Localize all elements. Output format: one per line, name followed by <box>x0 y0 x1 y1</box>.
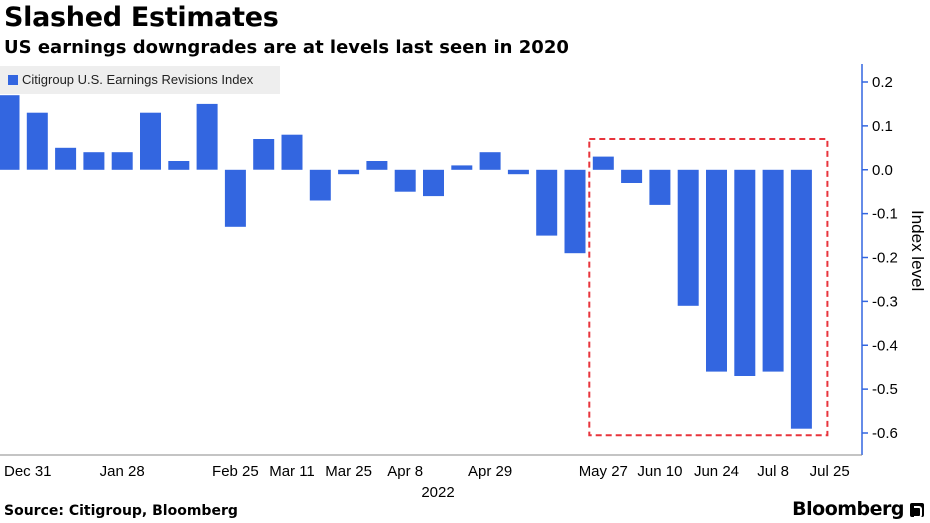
bar-0 <box>0 95 20 170</box>
bar-20 <box>564 169 586 254</box>
bar-7 <box>196 103 218 170</box>
y-tick-label-0: 0.2 <box>872 74 893 91</box>
bar-25 <box>706 169 727 372</box>
bloomberg-logo: Bloomberg <box>792 498 904 520</box>
y-tick-label-8: -0.6 <box>872 425 898 442</box>
x-tick-label-10: Jul 8 <box>757 463 789 480</box>
bar-12 <box>338 169 360 175</box>
x-tick-label-1: Jan 28 <box>100 463 145 480</box>
bar-24 <box>677 169 699 306</box>
bar-16 <box>451 165 473 170</box>
chart-subtitle: US earnings downgrades are at levels las… <box>4 37 569 58</box>
chart-title: Slashed Estimates <box>4 2 279 33</box>
bar-3 <box>83 152 105 170</box>
bar-17 <box>479 152 501 170</box>
y-tick-label-1: 0.1 <box>872 118 893 135</box>
y-tick-label-2: 0.0 <box>872 162 893 179</box>
bar-11 <box>309 169 331 201</box>
bar-1 <box>26 112 48 170</box>
source-note: Source: Citigroup, Bloomberg <box>4 503 238 519</box>
legend-label: Citigroup U.S. Earnings Revisions Index <box>22 72 254 87</box>
x-year-label: 2022 <box>421 484 454 501</box>
x-tick-label-11: Jul 25 <box>810 463 850 480</box>
x-tick-label-2: Feb 25 <box>212 463 259 480</box>
bar-4 <box>111 152 133 170</box>
bar-10 <box>281 134 303 170</box>
bar-22 <box>621 169 643 183</box>
highlight-box <box>588 138 829 437</box>
bar-5 <box>140 112 161 170</box>
bar-28 <box>790 169 812 429</box>
x-tick-label-0: Dec 31 <box>4 463 52 480</box>
y-axis-title: Index level <box>908 210 927 291</box>
legend-swatch <box>8 75 18 85</box>
x-tick-label-9: Jun 24 <box>694 463 739 480</box>
bar-2 <box>55 147 77 170</box>
bar-8 <box>224 169 246 227</box>
y-tick-label-5: -0.3 <box>872 293 898 310</box>
y-tick-label-7: -0.5 <box>872 381 898 398</box>
x-tick-label-5: Apr 8 <box>387 463 423 480</box>
y-tick-label-3: -0.1 <box>872 206 898 223</box>
bar-23 <box>649 169 671 205</box>
bar-15 <box>423 169 444 197</box>
x-tick-label-4: Mar 25 <box>325 463 372 480</box>
bar-27 <box>762 169 784 372</box>
y-tick-label-6: -0.4 <box>872 337 898 354</box>
bar-13 <box>366 161 388 170</box>
bar-19 <box>536 169 558 236</box>
bar-9 <box>253 139 275 170</box>
bloomberg-b-icon <box>910 503 924 518</box>
bar-6 <box>168 161 190 170</box>
y-tick-label-4: -0.2 <box>872 250 898 267</box>
bar-21 <box>592 156 614 170</box>
bar-14 <box>394 169 416 192</box>
bar-18 <box>507 169 529 175</box>
x-tick-label-3: Mar 11 <box>269 463 315 480</box>
x-tick-label-8: Jun 10 <box>637 463 682 480</box>
x-tick-label-7: May 27 <box>579 463 628 480</box>
bar-26 <box>734 169 756 376</box>
x-tick-label-6: Apr 29 <box>468 463 512 480</box>
legend: Citigroup U.S. Earnings Revisions Index <box>0 66 280 94</box>
